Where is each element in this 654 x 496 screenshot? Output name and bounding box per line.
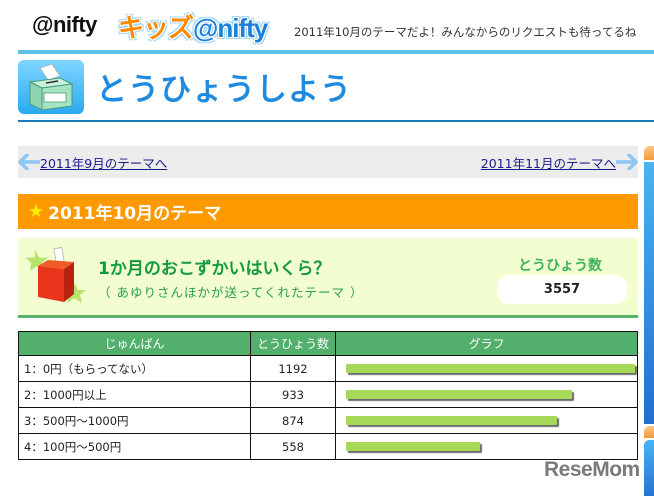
month-navigation: 2011年9月のテーマへ 2011年11月のテーマへ [18, 146, 638, 178]
header-tagline: 2011年10月のテーマだよ！みんなからのリクエストも待ってるね [294, 25, 637, 39]
row-votes: 933 [250, 381, 336, 408]
title-divider [18, 120, 654, 122]
vote-bar [346, 442, 481, 451]
next-month-link-group[interactable]: 2011年11月のテーマへ [481, 146, 638, 178]
results-table: じゅんばん とうひょう数 グラフ 1：0円（もらってない） 1192 2：100… [18, 331, 638, 460]
row-label: 1：0円（もらってない） [18, 355, 251, 382]
resemom-watermark: ReseMom [544, 458, 640, 481]
row-graph [335, 355, 638, 382]
sidebar-edge [644, 146, 654, 496]
row-graph [335, 407, 638, 434]
row-votes: 558 [250, 433, 336, 460]
table-row: 1：0円（もらってない） 1192 [18, 355, 638, 382]
arrow-left-icon [18, 154, 40, 170]
row-votes: 1192 [250, 355, 336, 382]
table-header-row: じゅんばん とうひょう数 グラフ [18, 331, 638, 356]
star-icon: ★ [28, 200, 45, 222]
column-header-rank: じゅんばん [18, 331, 251, 356]
arrow-right-icon [616, 154, 638, 170]
prev-month-link-group[interactable]: 2011年9月のテーマへ [18, 146, 167, 178]
column-header-votes: とうひょう数 [250, 331, 336, 356]
kids-logo-part1: キッズ [118, 13, 194, 43]
table-row: 4：100円～500円 558 [18, 433, 638, 460]
row-graph [335, 381, 638, 408]
theme-panel: 1か月のおこずかいはいくら？ （ あゆりさんほかが送ってくれたテーマ ） とうひ… [18, 238, 638, 318]
sidebar-tab[interactable] [644, 426, 654, 438]
header-divider [18, 50, 654, 54]
table-row: 3：500円～1000円 874 [18, 407, 638, 434]
table-row: 2：1000円以上 933 [18, 381, 638, 408]
site-header: @nifty キッズ@nifty 2011年10月のテーマだよ！みんなからのリク… [18, 0, 654, 56]
page-title: とうひょうしよう [96, 72, 352, 108]
column-header-graph: グラフ [335, 331, 638, 356]
kids-nifty-logo[interactable]: キッズ@nifty [118, 8, 268, 45]
total-votes-label: とうひょう数 [518, 258, 602, 274]
sidebar-panel[interactable] [644, 440, 654, 496]
nifty-logo[interactable]: @nifty [32, 12, 97, 37]
theme-subtitle: （ あゆりさんほかが送ってくれたテーマ ） [98, 285, 364, 300]
vote-bar [346, 390, 572, 399]
ballot-box-icon [18, 60, 84, 114]
row-label: 2：1000円以上 [18, 381, 251, 408]
month-heading-bar: ★ 2011年10月のテーマ [18, 194, 638, 229]
total-votes-value: 3557 [497, 275, 627, 304]
row-graph [335, 433, 638, 460]
sidebar-panel[interactable] [644, 162, 654, 424]
row-label: 3：500円～1000円 [18, 407, 251, 434]
row-label: 4：100円～500円 [18, 433, 251, 460]
month-heading: 2011年10月のテーマ [48, 204, 222, 224]
next-month-link[interactable]: 2011年11月のテーマへ [480, 155, 616, 171]
theme-question: 1か月のおこずかいはいくら？ [98, 259, 331, 279]
kids-logo-part2: @nifty [193, 13, 268, 43]
sidebar-tab[interactable] [644, 146, 654, 160]
vote-bar [346, 364, 635, 373]
vote-bar [346, 416, 558, 425]
prev-month-link[interactable]: 2011年9月のテーマへ [40, 155, 168, 171]
row-votes: 874 [250, 407, 336, 434]
red-ballot-box-icon [25, 247, 86, 303]
